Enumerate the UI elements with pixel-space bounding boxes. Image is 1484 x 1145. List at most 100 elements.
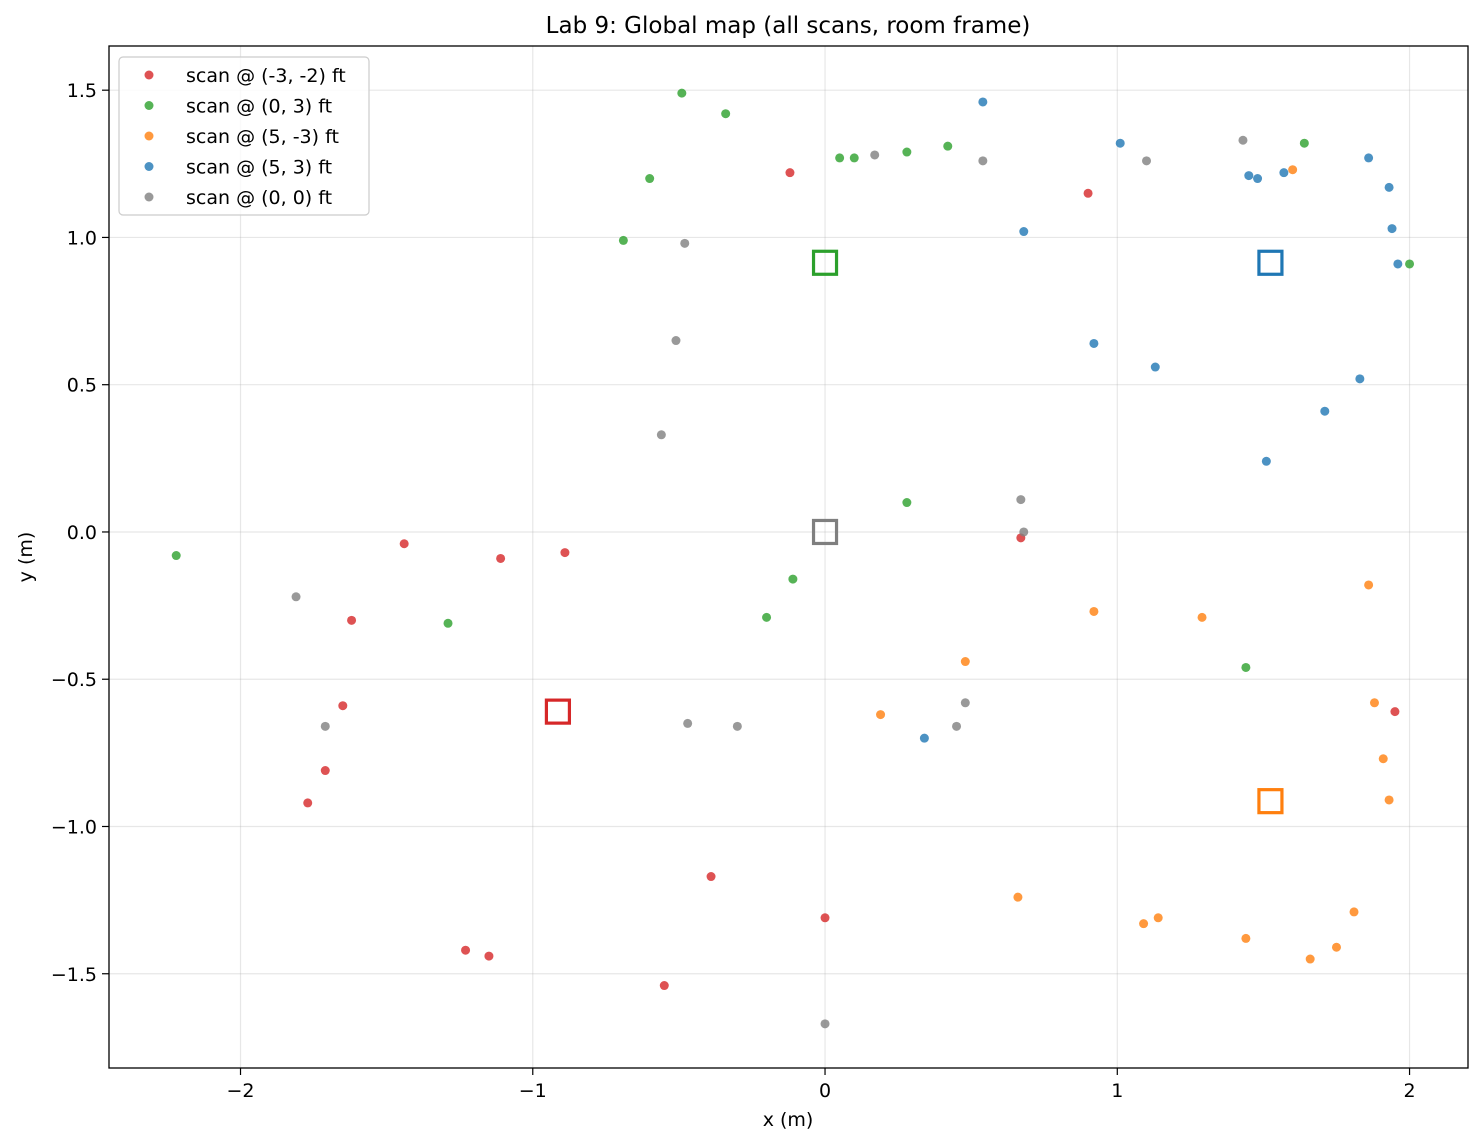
data-point <box>1089 338 1099 348</box>
data-point <box>849 153 859 163</box>
data-point <box>560 548 570 558</box>
data-point <box>1016 495 1026 505</box>
data-point <box>1142 156 1152 166</box>
robot-pose-marker <box>811 249 839 276</box>
data-point <box>1355 374 1365 384</box>
data-point <box>618 235 628 245</box>
data-point <box>943 141 953 151</box>
data-point <box>1241 662 1251 672</box>
data-point <box>320 766 330 776</box>
data-point <box>732 721 742 731</box>
data-point <box>960 698 970 708</box>
y-tick-label: 0.0 <box>67 522 97 544</box>
data-point <box>1139 919 1149 929</box>
data-point <box>788 574 798 584</box>
data-point <box>952 721 962 731</box>
x-tick-label: 1 <box>1111 1080 1123 1102</box>
data-point <box>1253 174 1263 184</box>
data-point <box>1299 138 1309 148</box>
data-point <box>659 981 669 991</box>
x-tick-label: 2 <box>1404 1080 1416 1102</box>
grid <box>109 46 1468 1068</box>
y-tick-label: 1.5 <box>67 80 97 102</box>
robot-pose-markers <box>544 249 1284 815</box>
x-axis-label: x (m) <box>763 1109 814 1131</box>
data-point <box>1387 224 1397 234</box>
data-point <box>785 168 795 178</box>
data-point <box>820 913 830 923</box>
data-point <box>1393 259 1403 269</box>
data-point <box>1019 227 1029 237</box>
x-tick-label: −1 <box>519 1080 547 1102</box>
data-point <box>496 553 506 563</box>
data-point <box>1244 171 1254 181</box>
data-point <box>1150 362 1160 372</box>
chart-title: Lab 9: Global map (all scans, room frame… <box>546 13 1031 39</box>
y-tick-label: −1.5 <box>51 964 97 986</box>
data-point <box>1013 892 1023 902</box>
legend-label: scan @ (-3, -2) ft <box>186 65 346 87</box>
data-point <box>1364 153 1374 163</box>
legend-marker <box>144 162 154 171</box>
legend-marker <box>144 192 154 202</box>
legend-box <box>118 56 370 216</box>
legend-label: scan @ (0, 3) ft <box>186 96 332 118</box>
data-point <box>919 733 929 743</box>
data-point <box>978 156 988 166</box>
robot-pose-marker <box>811 518 839 546</box>
data-point <box>902 498 912 508</box>
data-point <box>1384 795 1394 805</box>
data-point <box>1384 182 1394 192</box>
data-point <box>683 718 693 728</box>
legend-label: scan @ (5, -3) ft <box>186 126 339 148</box>
data-point <box>1369 698 1379 708</box>
data-point <box>1115 138 1125 148</box>
data-point <box>645 174 655 184</box>
data-point <box>1305 954 1315 964</box>
data-point <box>656 430 666 440</box>
data-point <box>820 1019 830 1029</box>
data-point <box>1019 527 1029 537</box>
legend-marker <box>144 70 154 80</box>
legend: scan @ (-3, -2) ft scan @ (0, 3) ft scan @… <box>118 56 370 216</box>
data-point <box>960 657 970 667</box>
data-point <box>1089 606 1099 616</box>
legend-label: scan @ (5, 3) ft <box>186 157 332 179</box>
y-tick-label: −1.0 <box>51 816 97 838</box>
data-point <box>338 701 348 711</box>
data-point <box>320 721 330 731</box>
data-point <box>1288 165 1298 175</box>
data-point <box>835 153 845 163</box>
data-point <box>1378 754 1388 764</box>
robot-pose-marker <box>544 698 572 725</box>
x-tick-label: 0 <box>819 1080 831 1102</box>
y-tick-label: −0.5 <box>51 669 97 691</box>
x-tick-label: −2 <box>227 1080 255 1102</box>
data-point <box>1390 707 1400 717</box>
data-point <box>1364 580 1374 590</box>
data-point <box>1153 913 1163 923</box>
legend-marker <box>144 131 154 141</box>
y-axis-label: y (m) <box>15 532 37 583</box>
data-point <box>671 336 681 346</box>
data-point <box>876 710 886 720</box>
data-point <box>1405 259 1415 269</box>
data-point <box>1279 168 1289 178</box>
data-point <box>870 150 880 160</box>
data-point <box>1331 942 1341 952</box>
data-point <box>303 798 313 808</box>
data-point <box>399 539 409 549</box>
data-point <box>347 615 357 625</box>
data-point <box>902 147 912 157</box>
data-point <box>1261 456 1271 466</box>
data-point <box>461 945 471 955</box>
data-point <box>1349 907 1359 917</box>
data-point <box>762 612 772 622</box>
data-point <box>721 109 731 119</box>
data-point <box>978 97 988 107</box>
data-point <box>1238 135 1248 145</box>
plot-frame <box>108 45 1469 1069</box>
data-point <box>484 951 494 961</box>
y-tick-label: 0.5 <box>67 375 97 397</box>
